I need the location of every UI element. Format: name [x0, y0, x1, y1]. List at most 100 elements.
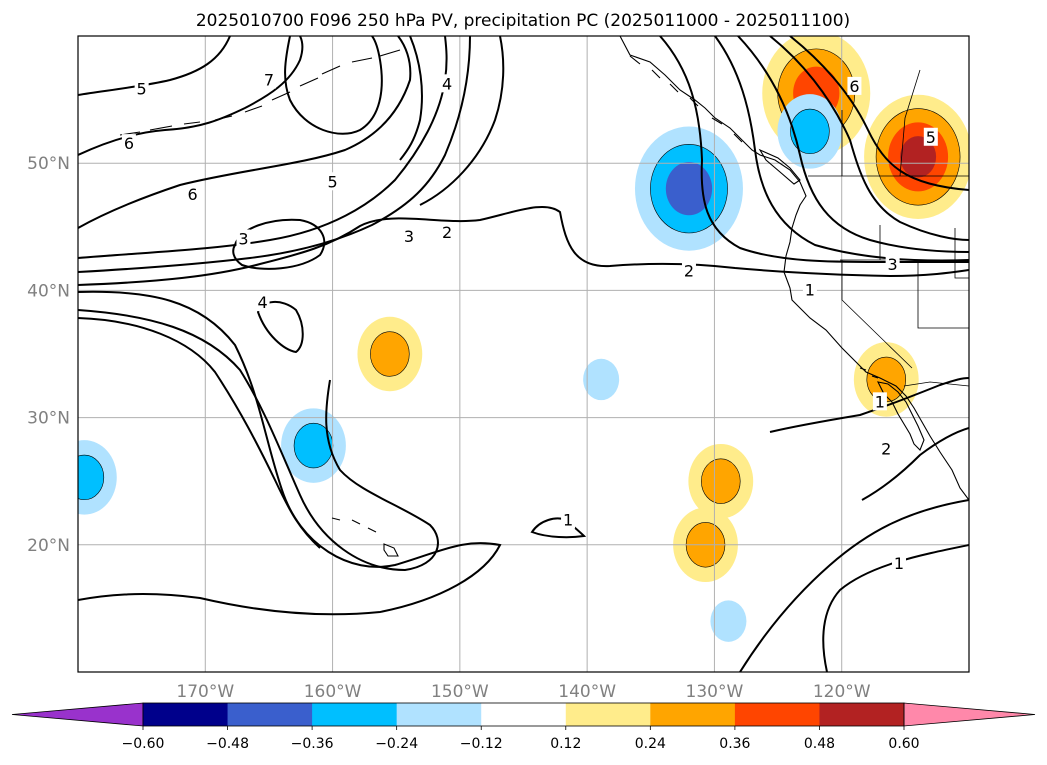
lon-tick-label: 130°W — [686, 682, 744, 702]
lat-tick-label: 50°N — [27, 154, 70, 174]
pv-contour-label: 3 — [888, 255, 898, 274]
pv-contour-upper-alaska — [419, 36, 505, 206]
lon-tick-label: 120°W — [813, 682, 871, 702]
precip-pc-region — [777, 94, 843, 169]
pv-contour-1-main — [78, 36, 471, 273]
pv-label-halo — [325, 172, 340, 191]
colorbar-segment — [143, 703, 229, 726]
lon-tick-label: 160°W — [304, 682, 362, 702]
pv-contour-label: 7 — [264, 71, 274, 90]
pv-contour-label: 6 — [187, 185, 197, 204]
colorbar-segment — [819, 703, 905, 726]
colorbar-segment — [565, 703, 651, 726]
pv-contour-label: 4 — [442, 74, 452, 93]
pv-contour-6-north — [78, 36, 231, 96]
vancouver-island — [758, 148, 801, 185]
pv-contours — [78, 36, 969, 672]
pv-label-halo — [121, 134, 136, 153]
pv-label-halo — [440, 74, 455, 93]
pv-label-halo — [401, 226, 416, 245]
pv-contour-1-baja — [769, 377, 969, 433]
map-frame — [77, 35, 970, 673]
precip-pc-contour-band — [701, 458, 741, 504]
pv-label-halo — [561, 510, 576, 529]
colorbar-segment — [481, 703, 567, 726]
precip-pc-region — [583, 358, 620, 401]
pv-contour-label: 2 — [684, 261, 694, 280]
precip-pc-shading — [78, 36, 969, 642]
pv-contour-4-trough-east — [737, 36, 969, 253]
pv-label-halo — [134, 79, 149, 98]
pv-contour-label: 3 — [404, 227, 414, 246]
pv-contour-label: 1 — [894, 554, 904, 573]
colorbar-tick-label: 0.60 — [888, 736, 919, 752]
pv-label-halo — [872, 392, 887, 411]
pv-contour-label: 5 — [327, 172, 337, 191]
pv-label-halo — [802, 280, 817, 299]
pv-label-halo — [185, 185, 200, 203]
hawaiian-islands — [331, 517, 399, 557]
lon-tick-label: 170°W — [176, 682, 234, 702]
colorbar-segment — [312, 703, 398, 726]
colorbar-segment — [396, 703, 482, 726]
lon-tick-label: 140°W — [558, 682, 616, 702]
colorbar-tick-label: 0.48 — [804, 736, 835, 752]
pv-contour-label: 2 — [881, 439, 891, 458]
longitude-tick-labels: 170°W 160°W 150°W 140°W 130°W 120°W — [176, 682, 870, 702]
pv-label-halo — [885, 254, 900, 273]
precip-pc-region — [357, 316, 423, 392]
pv-contour-6-trough-east — [789, 36, 969, 191]
pv-label-halo — [923, 127, 938, 146]
colorbar-segment — [227, 703, 313, 726]
colorbar-tick-label: −0.36 — [291, 736, 334, 752]
pv-contour-1-small-closed — [530, 517, 587, 539]
pv-label-halo — [879, 439, 894, 458]
pv-label-halo — [236, 229, 251, 248]
colorbar-tick-label: −0.24 — [375, 736, 418, 752]
pv-contour-labels: 5 6 6 5 7 4 3 4 3 2 2 1 3 5 6 1 1 2 1 — [121, 70, 938, 573]
pv-contour-7-loop — [284, 36, 383, 135]
pv-contour-2-baja — [861, 427, 969, 501]
pv-contour-5-trough-east — [769, 36, 969, 241]
pv-contour-1-hawaii-trough — [78, 290, 502, 616]
pv-contour-label: 3 — [238, 230, 248, 249]
pv-label-halo — [440, 223, 455, 242]
precip-pc-contour-band — [370, 331, 410, 377]
pv-label-halo — [261, 70, 276, 89]
pv-contour-label: 4 — [257, 293, 267, 312]
pv-label-halo — [681, 261, 696, 280]
map-gridlines — [78, 36, 969, 672]
precip-pc-region — [710, 600, 747, 642]
pv-label-halo — [255, 293, 270, 312]
pv-contour-label: 1 — [875, 392, 885, 411]
precip-pc-region — [688, 443, 754, 519]
colorbar-frame — [142, 702, 905, 727]
colorbar: −0.60 −0.48 −0.36 −0.24 −0.12 0.12 0.24 0.36 0.4… — [11, 702, 1036, 752]
colorbar-tick-label: 0.36 — [719, 736, 750, 752]
canada-province-borders — [841, 69, 921, 177]
colorbar-extend-low — [11, 702, 144, 727]
precip-pc-contour-band — [900, 136, 937, 178]
precip-pc-contour-band — [583, 358, 620, 401]
pv-contour-label: 6 — [849, 77, 859, 96]
pv-contour-alaska-ridge — [78, 36, 412, 229]
colorbar-tick-label: −0.60 — [122, 736, 165, 752]
pv-label-halo — [847, 76, 862, 95]
lon-tick-label: 150°W — [431, 682, 489, 702]
channel-islands — [859, 367, 879, 379]
precip-pc-contour-band — [665, 162, 713, 216]
colorbar-tick-label: −0.12 — [460, 736, 503, 752]
pv-contour-lower-left — [78, 317, 321, 549]
precip-pc-contour-band — [710, 600, 747, 642]
pv-contour-2-main — [78, 205, 969, 286]
colorbar-tick-label: 0.12 — [550, 736, 581, 752]
pv-contour-label: 5 — [926, 128, 936, 147]
pv-contour-label: 5 — [137, 79, 147, 98]
baja-california-coastline — [877, 381, 925, 451]
precip-pc-region — [864, 94, 969, 219]
colorbar-tick-label: 0.24 — [635, 736, 666, 752]
colorbar-segment — [650, 703, 736, 726]
pv-contour-label: 1 — [563, 511, 573, 530]
pv-contour-1-subtropical — [822, 544, 969, 672]
